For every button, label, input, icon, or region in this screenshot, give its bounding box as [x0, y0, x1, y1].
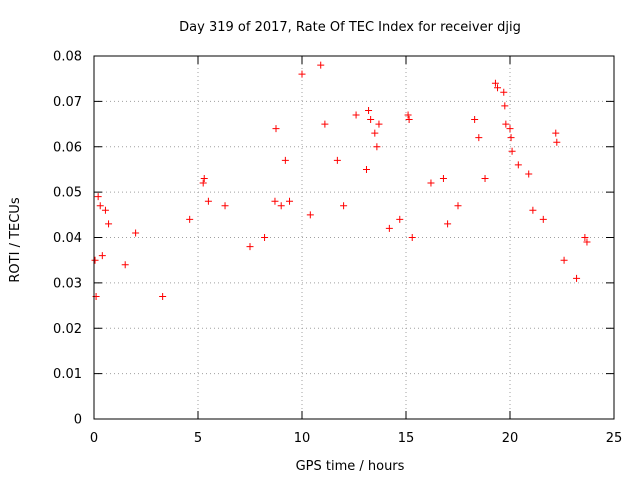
data-point — [246, 243, 254, 251]
data-point — [373, 143, 381, 151]
data-point — [94, 193, 102, 201]
y-tick-label: 0.08 — [53, 50, 82, 65]
y-tick-label: 0.06 — [53, 140, 82, 155]
data-point — [281, 156, 289, 164]
x-axis-label: GPS time / hours — [296, 459, 405, 474]
data-point — [508, 147, 516, 155]
data-point — [553, 138, 561, 146]
data-point — [298, 70, 306, 78]
data-point — [506, 125, 514, 133]
data-point — [552, 129, 560, 137]
data-point — [365, 106, 373, 114]
y-axis-label: ROTI / TECUs — [8, 197, 23, 282]
data-point — [560, 256, 568, 264]
y-tick-label: 0.02 — [53, 322, 82, 337]
data-point — [333, 156, 341, 164]
data-point — [491, 79, 499, 87]
data-point — [101, 206, 109, 214]
data-point — [507, 134, 515, 142]
data-point — [352, 111, 360, 119]
x-tick-label: 0 — [90, 431, 98, 446]
y-tick-label: 0.03 — [53, 276, 82, 291]
data-point — [396, 215, 404, 223]
data-point — [271, 197, 279, 205]
data-point — [583, 238, 591, 246]
data-point — [408, 234, 416, 241]
data-point — [261, 234, 269, 241]
data-point — [385, 224, 393, 232]
data-point — [362, 165, 370, 173]
chart-title: Day 319 of 2017, Rate Of TEC Index for r… — [179, 20, 521, 35]
data-point — [481, 175, 489, 183]
y-tick-label: 0.04 — [53, 231, 82, 246]
data-point — [494, 84, 502, 92]
data-point — [105, 220, 113, 228]
data-point — [367, 116, 375, 124]
data-point — [321, 120, 329, 128]
x-tick-label: 20 — [502, 431, 519, 446]
data-point — [204, 197, 212, 205]
data-point — [404, 111, 412, 119]
y-tick-label: 0.05 — [53, 186, 82, 201]
data-point — [200, 175, 208, 183]
x-tick-labels: 0 5 10 15 20 25 — [90, 431, 622, 446]
data-point — [186, 215, 194, 223]
data-point — [371, 129, 379, 137]
axis-ticks — [93, 55, 615, 420]
data-point — [317, 61, 325, 69]
data-point — [475, 134, 483, 142]
x-tick-label: 5 — [194, 431, 202, 446]
data-point — [454, 202, 462, 210]
data-point — [340, 202, 348, 210]
y-tick-label: 0 — [74, 413, 82, 428]
data-point — [525, 170, 533, 178]
data-point — [514, 161, 522, 169]
data-point — [286, 197, 294, 205]
data-point — [439, 175, 447, 183]
y-tick-label: 0.01 — [53, 367, 82, 382]
x-tick-label: 15 — [398, 431, 415, 446]
data-point — [444, 220, 452, 228]
data-point — [132, 229, 140, 237]
data-point — [121, 261, 129, 269]
data-point — [96, 202, 104, 210]
data-point — [199, 179, 207, 187]
data-point — [500, 88, 508, 96]
data-point — [539, 215, 547, 223]
x-tick-label: 25 — [606, 431, 623, 446]
scatter-points — [91, 61, 591, 300]
data-point — [277, 202, 285, 210]
data-point — [91, 256, 99, 264]
y-tick-labels: 0 0.01 0.02 0.03 0.04 0.05 0.06 0.07 0.08 — [53, 50, 82, 428]
data-point — [375, 120, 383, 128]
data-point — [573, 274, 581, 282]
data-point — [159, 292, 167, 300]
data-point — [502, 120, 510, 128]
x-tick-label: 10 — [294, 431, 311, 446]
data-point — [221, 202, 229, 210]
y-tick-label: 0.07 — [53, 95, 82, 110]
data-point — [98, 252, 106, 260]
data-point — [529, 206, 537, 214]
data-point — [405, 116, 413, 124]
grid-lines — [94, 56, 614, 419]
data-point — [272, 125, 280, 133]
data-point — [471, 116, 479, 124]
data-point — [427, 179, 435, 187]
data-point — [501, 102, 509, 110]
data-point — [306, 211, 314, 219]
data-point — [581, 234, 589, 241]
